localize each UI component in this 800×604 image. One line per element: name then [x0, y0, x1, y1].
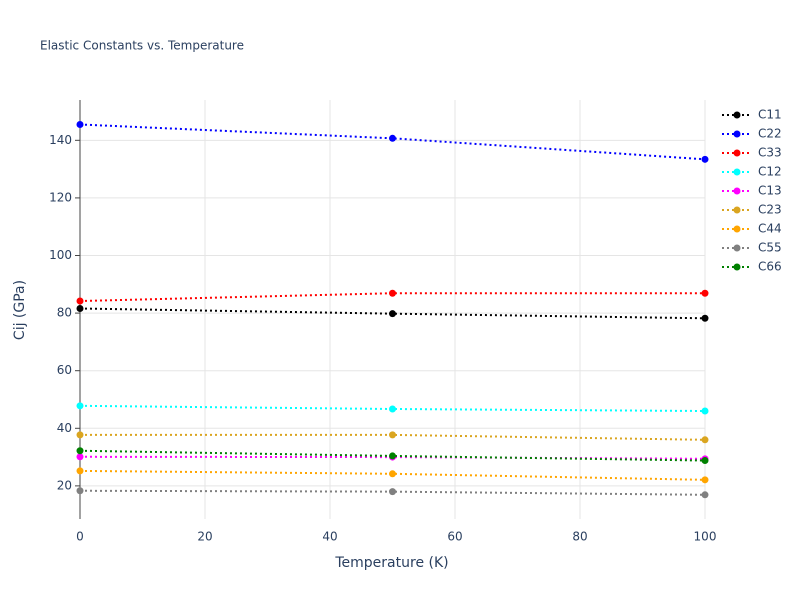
- series-line: [79, 404, 706, 413]
- x-axis-title: Temperature (K): [334, 555, 448, 571]
- y-tick-label: 100: [49, 248, 72, 262]
- data-point: [389, 289, 396, 297]
- data-point: [76, 467, 84, 475]
- x-tick-label: 0: [76, 530, 84, 544]
- data-point: [701, 407, 709, 415]
- data-point: [389, 488, 396, 496]
- legend-item: C66: [722, 260, 782, 274]
- legend-marker: [733, 225, 741, 233]
- series-line: [79, 307, 706, 320]
- legend-item: C33: [722, 146, 782, 160]
- legend-item: C12: [722, 165, 782, 179]
- data-point: [389, 431, 396, 439]
- series-line: [79, 489, 706, 496]
- legend-item: C13: [722, 184, 782, 198]
- data-point: [701, 155, 709, 163]
- series-line: [80, 433, 706, 441]
- series-line: [79, 292, 705, 303]
- data-point: [76, 431, 84, 439]
- y-tick-label: 20: [57, 478, 72, 492]
- x-tick-label: 20: [197, 530, 212, 544]
- legend-marker: [733, 111, 741, 119]
- legend-marker: [733, 149, 741, 157]
- legend-item: C11: [722, 108, 782, 122]
- legend-item: C44: [722, 222, 782, 236]
- legend-item: C22: [722, 127, 782, 141]
- legend-marker: [733, 187, 741, 195]
- legend-marker: [733, 244, 741, 252]
- data-point: [701, 314, 709, 322]
- legend-label: C33: [758, 146, 782, 160]
- data-point: [701, 457, 709, 465]
- x-tick-label: 60: [447, 530, 462, 544]
- legend-marker: [733, 206, 741, 214]
- legend-label: C23: [758, 203, 782, 217]
- data-point: [701, 436, 709, 444]
- data-point: [76, 120, 84, 128]
- chart-title: Elastic Constants vs. Temperature: [40, 39, 244, 53]
- x-tick-label: 100: [694, 530, 717, 544]
- series-line: [79, 123, 706, 161]
- legend-label: C22: [758, 127, 782, 141]
- x-tick-label: 40: [322, 530, 337, 544]
- data-point: [389, 470, 396, 478]
- y-tick-label: 80: [57, 306, 72, 320]
- data-point: [389, 310, 396, 318]
- legend-label: C44: [758, 222, 782, 236]
- y-tick-label: 140: [49, 133, 72, 147]
- y-tick-label: 60: [57, 363, 72, 377]
- data-point: [76, 447, 84, 455]
- data-point: [76, 297, 84, 305]
- series-line: [79, 449, 706, 462]
- legend-marker: [733, 130, 741, 138]
- data-point: [701, 491, 709, 499]
- data-point: [76, 402, 84, 410]
- y-axis-title: Cij (GPa): [12, 280, 28, 340]
- legend-marker: [733, 168, 741, 176]
- y-tick-label: 120: [49, 190, 72, 204]
- legend-label: C11: [758, 108, 782, 122]
- data-point: [389, 452, 396, 460]
- series-line: [79, 469, 706, 481]
- data-point: [701, 476, 709, 484]
- legend-label: C55: [758, 241, 782, 255]
- legend-label: C13: [758, 184, 782, 198]
- legend-marker: [733, 263, 741, 271]
- data-point: [389, 134, 396, 142]
- data-point: [76, 487, 84, 495]
- data-point: [389, 405, 396, 413]
- y-tick-label: 40: [57, 421, 72, 435]
- legend-label: C12: [758, 165, 782, 179]
- legend-item: C55: [722, 241, 782, 255]
- legend-label: C66: [758, 260, 782, 274]
- legend-item: C23: [722, 203, 782, 217]
- data-point: [76, 304, 84, 312]
- data-point: [701, 289, 709, 297]
- x-tick-label: 80: [572, 530, 587, 544]
- data-point: [76, 453, 84, 461]
